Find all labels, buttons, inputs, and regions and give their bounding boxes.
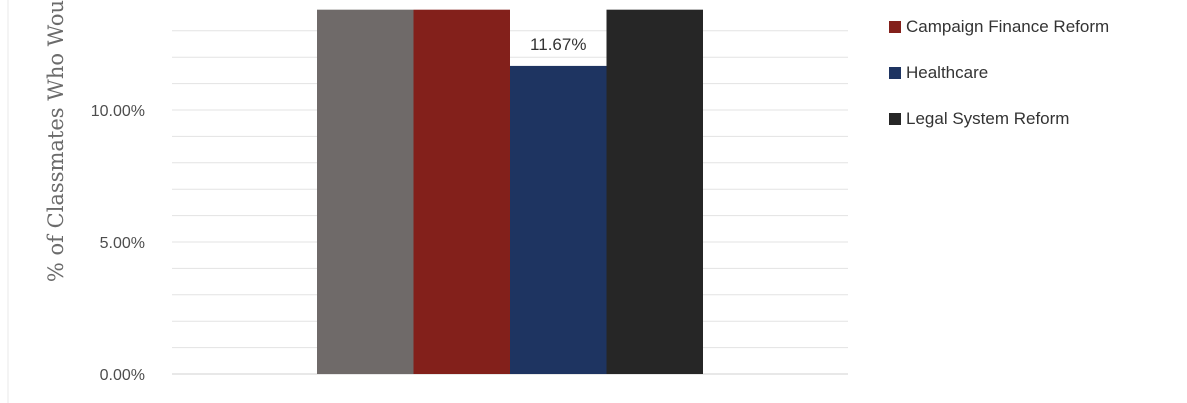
legend: Campaign Finance Reform Healthcare Legal… — [889, 4, 1109, 142]
y-tick-labels: 0.00% 5.00% 10.00% — [91, 103, 145, 384]
bar-unlabeled[interactable] — [317, 9, 414, 375]
y-tick-label: 0.00% — [100, 367, 145, 384]
legend-item-healthcare[interactable]: Healthcare — [889, 50, 1109, 96]
legend-label: Legal System Reform — [906, 109, 1070, 128]
bars — [317, 9, 704, 375]
y-tick-label: 10.00% — [91, 103, 145, 120]
legend-item-campaign-finance-reform[interactable]: Campaign Finance Reform — [889, 4, 1109, 50]
bar-legal-system-reform[interactable] — [606, 9, 704, 375]
bar-healthcare[interactable] — [510, 65, 607, 375]
legend-swatch — [889, 67, 901, 79]
legend-item-legal-system-reform[interactable]: Legal System Reform — [889, 96, 1109, 142]
bar-campaign-finance-reform[interactable] — [413, 9, 511, 375]
y-tick-label: 5.00% — [100, 235, 145, 252]
legend-swatch — [889, 21, 901, 33]
legend-label: Campaign Finance Reform — [906, 17, 1110, 36]
y-axis-label: % of Classmates Who Wou — [44, 0, 68, 282]
legend-swatch — [889, 113, 901, 125]
legend-label: Healthcare — [906, 63, 989, 82]
data-label-healthcare: 11.67% — [530, 35, 586, 54]
